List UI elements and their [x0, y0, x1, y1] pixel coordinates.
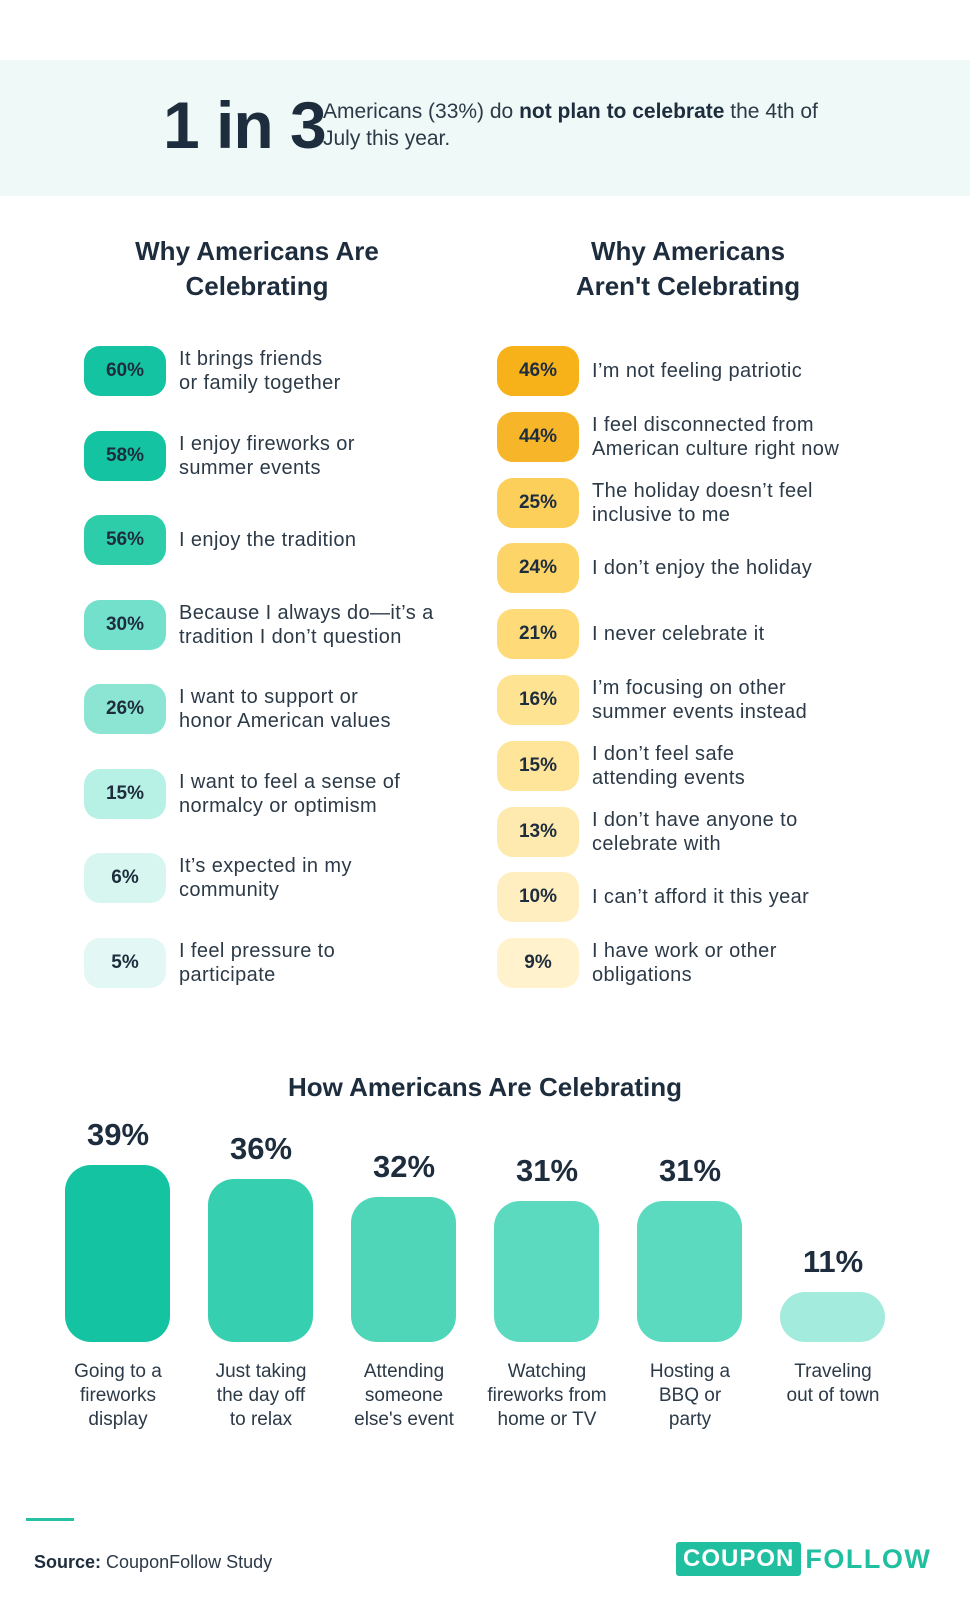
bar-category-label: Attending someone else's event: [354, 1361, 454, 1430]
right-column-title: Why Americans Aren't Celebrating: [508, 234, 868, 304]
not-celebrating-percent-pill: 9%: [497, 938, 579, 989]
hero-text-post: the 4th of July this year.: [323, 100, 818, 150]
hero-description: Americans (33%) do not plan to celebrate…: [323, 98, 843, 152]
celebrating-item: 56% I enjoy the tradition: [84, 513, 356, 567]
celebrating-item: 5% I feel pressure to participate: [84, 936, 335, 990]
left-column-title: Why Americans Are Celebrating: [77, 234, 437, 304]
bar-value-label: 36%: [229, 1130, 293, 1166]
source-divider: [26, 1518, 74, 1521]
bar-value-label: 31%: [515, 1153, 579, 1189]
hero-text-pre: Americans (33%) do: [323, 100, 520, 123]
not-celebrating-reason-label: I don’t feel safe attending events: [592, 742, 746, 789]
celebrating-item: 30% Because I always do—it’s a tradition …: [84, 598, 434, 652]
source-label: Source:: [34, 1552, 102, 1572]
celebrating-reason-label: I want to support or honor American valu…: [179, 686, 391, 732]
right-title-line2: Aren't Celebrating: [575, 271, 801, 301]
bar: [780, 1292, 885, 1342]
left-title-line1: Why Americans Are: [135, 236, 379, 266]
celebrating-percent-pill: 60%: [84, 346, 166, 396]
not-celebrating-item: 13% I don’t have anyone to celebrate with: [497, 805, 798, 859]
celebrating-reason-label: I enjoy the tradition: [179, 529, 357, 551]
not-celebrating-percent-pill: 13%: [497, 806, 579, 857]
source-text: CouponFollow Study: [101, 1552, 273, 1572]
logo-follow: FOLLOW: [805, 1543, 932, 1574]
not-celebrating-percent-pill: 10%: [497, 872, 579, 923]
bar-value-label: 11%: [802, 1244, 864, 1280]
bar-category-label: Hosting a BBQ or party: [649, 1361, 731, 1430]
bar-category-label: Traveling out of town: [786, 1361, 880, 1406]
celebrating-percent-pill: 15%: [84, 768, 166, 819]
not-celebrating-reason-label: I’m not feeling patriotic: [592, 360, 803, 382]
bar-value-label: 32%: [372, 1148, 436, 1184]
not-celebrating-percent-pill: 15%: [497, 740, 579, 791]
not-celebrating-reason-label: I feel disconnected from American cultur…: [592, 413, 840, 460]
source-note: Source: CouponFollow Study: [34, 1552, 272, 1573]
not-celebrating-percent-pill: 46%: [497, 346, 579, 396]
celebrating-item: 15% I want to feel a sense of normalcy or…: [84, 767, 400, 821]
not-celebrating-item: 9% I have work or other obligations: [497, 936, 777, 990]
not-celebrating-reason-label: I don’t have anyone to celebrate with: [592, 808, 798, 855]
celebrating-reason-label: It brings friends or family together: [179, 348, 341, 394]
bar: [65, 1165, 170, 1342]
not-celebrating-reason-label: I have work or other obligations: [592, 940, 777, 987]
not-celebrating-item: 25% The holiday doesn’t feel inclusive to…: [497, 476, 813, 530]
celebrating-item: 60% It brings friends or family together: [84, 344, 341, 398]
not-celebrating-reason-label: I never celebrate it: [592, 623, 765, 646]
celebrating-percent-pill: 5%: [84, 937, 166, 988]
left-title-line2: Celebrating: [185, 271, 329, 301]
celebrating-reason-label: I enjoy fireworks or summer events: [179, 432, 355, 479]
right-title-line1: Why Americans: [590, 236, 786, 266]
bar: [351, 1196, 456, 1342]
bar: [637, 1201, 742, 1342]
bar-category-label: Watching fireworks from home or TV: [487, 1361, 607, 1430]
not-celebrating-reason-label: The holiday doesn’t feel inclusive to me: [592, 479, 813, 526]
not-celebrating-item: 21% I never celebrate it: [497, 607, 765, 661]
couponfollow-logo: COUPON FOLLOW: [676, 1542, 931, 1576]
not-celebrating-reason-label: I’m focusing on other summer events inst…: [592, 677, 808, 723]
bar-value-label: 39%: [86, 1117, 150, 1152]
celebrating-reason-label: Because I always do—it’s a tradition I d…: [179, 601, 434, 648]
celebrating-reason-label: I feel pressure to participate: [179, 939, 336, 986]
how-celebrating-bar-chart: 39% Going to a fireworks display 36% Just t…: [0, 1117, 970, 1460]
celebrating-item: 26% I want to support or honor American v…: [84, 682, 391, 736]
not-celebrating-reason-label: I don’t enjoy the holiday: [592, 557, 813, 580]
not-celebrating-item: 44% I feel disconnected from American cul…: [497, 410, 839, 464]
not-celebrating-percent-pill: 21%: [497, 609, 579, 660]
bar: [494, 1201, 599, 1342]
not-celebrating-item: 24% I don’t enjoy the holiday: [497, 541, 812, 595]
bar-column: 39% Going to a fireworks display: [45, 1117, 191, 1460]
bar-category-label: Going to a fireworks display: [74, 1361, 162, 1430]
celebrating-item: 6% It’s expected in my community: [84, 851, 352, 905]
hero-stat: 1 in 3: [163, 88, 327, 162]
celebrating-percent-pill: 6%: [84, 853, 166, 903]
celebrating-item: 58% I enjoy fireworks or summer events: [84, 429, 355, 483]
celebrating-percent-pill: 30%: [84, 599, 166, 650]
bar-category-label: Just taking the day off to relax: [215, 1361, 307, 1430]
hero-text-bold: not plan to celebrate: [519, 100, 725, 123]
celebrating-percent-pill: 26%: [84, 684, 166, 734]
not-celebrating-reason-label: I can’t afford it this year: [592, 886, 810, 909]
bar-column: 36% Just taking the day off to relax: [188, 1120, 334, 1460]
logo-coupon: COUPON: [676, 1542, 802, 1576]
not-celebrating-item: 16% I’m focusing on other summer events i…: [497, 673, 807, 727]
celebrating-percent-pill: 58%: [84, 430, 166, 481]
not-celebrating-item: 46% I’m not feeling patriotic: [497, 344, 802, 398]
bar-column: 31% Watching fireworks from home or TV: [474, 1120, 620, 1460]
bar-value-label: 31%: [658, 1153, 722, 1189]
how-celebrating-title: How Americans Are Celebrating: [288, 1072, 682, 1102]
celebrating-reason-label: It’s expected in my community: [179, 855, 352, 901]
bar-column: 11% Traveling out of town: [760, 1120, 906, 1460]
bar-column: 32% Attending someone else's event: [331, 1120, 477, 1460]
not-celebrating-percent-pill: 44%: [497, 411, 579, 462]
not-celebrating-item: 10% I can’t afford it this year: [497, 870, 809, 924]
not-celebrating-percent-pill: 16%: [497, 675, 579, 725]
celebrating-reason-label: I want to feel a sense of normalcy or op…: [179, 770, 401, 817]
not-celebrating-percent-pill: 25%: [497, 477, 579, 528]
celebrating-percent-pill: 56%: [84, 515, 166, 565]
bar-column: 31% Hosting a BBQ or party: [617, 1120, 763, 1460]
not-celebrating-item: 15% I don’t feel safe attending events: [497, 739, 745, 793]
not-celebrating-percent-pill: 24%: [497, 543, 579, 594]
bar: [208, 1178, 313, 1342]
hero-banner: [0, 60, 970, 196]
